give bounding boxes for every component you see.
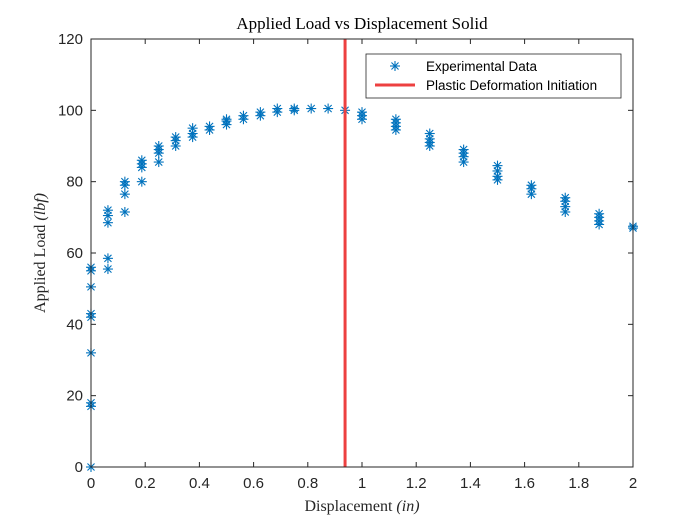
data-point [153,157,164,168]
y-tick-label: 20 [66,388,83,405]
data-point [526,180,537,191]
data-point [221,114,232,125]
data-point [390,114,401,125]
y-axis-label-main: Applied Load [32,221,49,313]
y-axis-label: Applied Load (lbf) [32,193,49,313]
data-point [102,205,113,216]
x-tick-label: 1 [358,475,366,492]
data-point [170,132,181,143]
series-layer [86,103,638,472]
legend-box [365,53,622,99]
data-point [136,155,147,166]
y-tick-label: 60 [66,245,83,262]
data-point [560,192,571,203]
x-tick-label: 2 [629,475,637,492]
x-tick-label: 0 [87,475,95,492]
data-point [492,160,503,171]
x-tick-label: 1.8 [568,475,589,492]
chart-title: Applied Load vs Displacement Solid [236,14,488,33]
data-point [594,208,605,219]
x-tick-label: 0.8 [297,475,318,492]
y-tick-label: 100 [58,102,83,119]
x-tick-label: 0.2 [135,475,156,492]
x-axis-label-unit: (in) [396,498,419,515]
x-tick-label: 0.4 [189,475,210,492]
legend-label-plastic: Plastic Deformation Initiation [426,78,597,93]
data-point [119,176,130,187]
x-tick-label: 1.2 [406,475,427,492]
y-axis-label-unit: (lbf) [32,193,49,221]
x-tick-label: 1.4 [460,475,481,492]
x-tick-label: 0.6 [243,475,264,492]
data-point [306,103,317,114]
legend: Experimental Data Plastic Deformation In… [365,53,622,99]
legend-asterisk [390,61,400,71]
y-tick-label: 120 [58,31,83,48]
data-point [272,103,283,114]
y-tick-label: 40 [66,316,83,333]
data-point [255,107,266,118]
x-axis-label-main: Displacement [304,498,396,515]
y-tick-label: 80 [66,174,83,191]
legend-marker-experimental [390,61,400,71]
data-point [153,141,164,151]
data-point [238,110,249,121]
data-point [136,176,147,187]
plot-area [91,39,633,467]
data-point [119,189,130,200]
data-point [424,128,435,139]
x-axis-label: Displacement (in) [304,498,419,515]
data-point [119,206,130,217]
legend-label-experimental: Experimental Data [426,59,538,74]
data-point [102,253,113,264]
y-axis-ticks: 0 20 40 60 80 100 120 [58,31,633,476]
x-tick-label: 1.6 [514,475,535,492]
x-axis-ticks: 0 0.2 0.4 0.6 0.8 1 1.2 1.4 1.6 1.8 2 [87,39,637,492]
data-point [357,107,367,118]
y-tick-label: 0 [75,459,83,476]
data-point [458,144,469,155]
data-point [289,103,300,114]
data-point [204,121,215,132]
data-point [323,103,334,114]
data-point [102,264,113,275]
data-point [187,123,198,134]
